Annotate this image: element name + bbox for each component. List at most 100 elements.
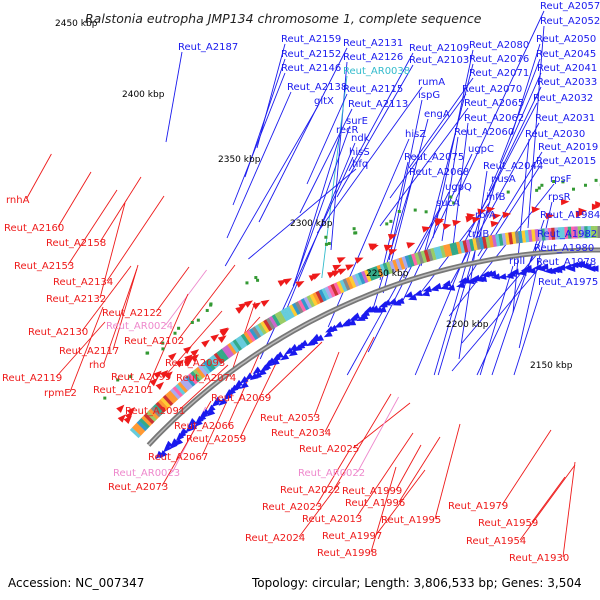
forward-gene-label: Reut_A2070 xyxy=(462,84,522,95)
forward-leader-line xyxy=(450,122,540,284)
reverse-gene-arrow xyxy=(260,299,270,307)
forward-gene-arrow xyxy=(174,437,184,447)
reverse-gene-arrow xyxy=(117,414,126,423)
cog-category-band xyxy=(263,319,273,332)
gene-marker xyxy=(353,231,357,235)
forward-gene-label: Reut_A1984 xyxy=(540,210,600,221)
reverse-leader-line xyxy=(155,266,190,313)
cog-category-band xyxy=(446,243,453,257)
label-leader-lines xyxy=(26,10,576,558)
cog-category-band xyxy=(570,226,575,239)
cog-category-band xyxy=(544,228,549,241)
cog-category-band xyxy=(148,408,160,420)
gene-marker xyxy=(389,219,393,223)
reverse-gene-label: Reut_A2132 xyxy=(46,294,106,305)
cog-category-band xyxy=(240,333,251,346)
reverse-gene-arrow xyxy=(175,359,184,368)
cog-category-band xyxy=(498,233,504,246)
gene-marker xyxy=(116,378,120,382)
cog-category-band xyxy=(200,362,211,375)
forward-leader-line xyxy=(455,10,545,200)
forward-gene-label: Reut_A2033 xyxy=(537,77,597,88)
cog-category-band xyxy=(327,285,336,298)
forward-gene-arrow xyxy=(351,312,361,319)
forward-gene-arrow xyxy=(234,379,243,388)
forward-leader-line xyxy=(527,25,545,229)
reverse-leader-line xyxy=(398,436,441,503)
cog-category-band xyxy=(260,321,270,334)
cog-category-band xyxy=(357,271,366,285)
cog-category-band xyxy=(449,243,456,256)
forward-gene-arrow xyxy=(257,368,267,376)
reverse-gene-label: Reut_A1998 xyxy=(317,548,377,559)
cog-category-band xyxy=(129,427,141,439)
reverse-gene-arrow xyxy=(164,371,173,380)
cog-category-band xyxy=(177,381,189,393)
cog-category-band xyxy=(229,340,240,353)
reverse-gene-label: rpmE2 xyxy=(44,388,77,399)
cog-category-band xyxy=(170,388,181,400)
forward-gene-label: engA xyxy=(424,109,450,120)
gene-marker xyxy=(129,375,133,379)
forward-gene-arrow xyxy=(413,289,423,296)
reverse-gene-arrow xyxy=(183,346,192,354)
forward-gene-arrow xyxy=(299,339,309,347)
reverse-gene-label: Reut_A2059 xyxy=(186,434,246,445)
cog-category-band xyxy=(208,356,219,369)
cog-category-band xyxy=(376,264,384,278)
reverse-gene-arrow xyxy=(308,274,318,282)
reverse-gene-arrow xyxy=(477,208,487,215)
forward-gene-arrow xyxy=(395,297,405,304)
reverse-gene-arrow xyxy=(435,218,445,225)
gene-marker xyxy=(540,183,544,187)
forward-leader-line xyxy=(461,252,539,344)
position-tick-label: 2250 kbp xyxy=(366,269,409,279)
reverse-leader-line xyxy=(81,265,132,332)
cog-category-band xyxy=(557,227,562,240)
forward-gene-arrow xyxy=(252,366,262,374)
reverse-leader-line xyxy=(519,464,576,541)
reverse-gene-label: Reut_A2158 xyxy=(46,238,106,249)
cog-category-band xyxy=(165,392,176,404)
forward-gene-label: Reut_A2071 xyxy=(469,68,529,79)
forward-gene-label: ispG xyxy=(418,90,440,101)
reverse-gene-label: Reut_A1996 xyxy=(345,498,405,509)
cog-category-band xyxy=(205,358,216,371)
cog-category-band xyxy=(495,234,501,247)
cog-category-band xyxy=(430,247,437,261)
reverse-gene-label: Reut_A2067 xyxy=(148,452,208,463)
forward-gene-arrow xyxy=(334,321,344,328)
forward-gene-label: Reut_A2080 xyxy=(469,40,529,51)
forward-gene-arrow xyxy=(446,284,456,291)
reverse-gene-label: Reut_A2091 xyxy=(125,406,185,417)
forward-leader-line xyxy=(460,102,538,250)
reverse-gene-arrow xyxy=(387,234,397,241)
reverse-gene-arrow xyxy=(153,370,162,379)
reverse-leader-line xyxy=(333,393,392,490)
forward-gene-arrow xyxy=(388,298,398,305)
cog-category-band xyxy=(443,244,450,258)
cog-category-band xyxy=(407,254,415,267)
cog-category-band xyxy=(249,328,259,341)
forward-gene-arrow xyxy=(328,324,338,332)
forward-gene-arrow xyxy=(478,275,487,282)
forward-gene-arrow xyxy=(497,273,507,280)
forward-gene-arrow xyxy=(155,450,164,460)
forward-gene-label: Reut_A2031 xyxy=(535,113,595,124)
reverse-leader-line xyxy=(324,336,375,433)
forward-gene-arrow xyxy=(163,444,172,453)
gene-marker xyxy=(177,326,181,330)
reverse-gene-arrow xyxy=(332,264,342,272)
forward-gene-arrow xyxy=(556,264,566,271)
reverse-gene-label: Reut_A2122 xyxy=(102,308,162,319)
reverse-gene-arrow xyxy=(406,242,416,249)
cog-category-band xyxy=(348,275,357,289)
reverse-gene-arrow xyxy=(116,404,125,413)
forward-gene-arrow xyxy=(164,440,173,449)
cog-category-band xyxy=(294,301,304,314)
genome-ring xyxy=(103,178,600,460)
cog-category-band xyxy=(423,249,431,263)
gene-marker xyxy=(245,281,249,285)
cog-category-band xyxy=(401,256,409,269)
cog-category-band xyxy=(475,237,482,250)
